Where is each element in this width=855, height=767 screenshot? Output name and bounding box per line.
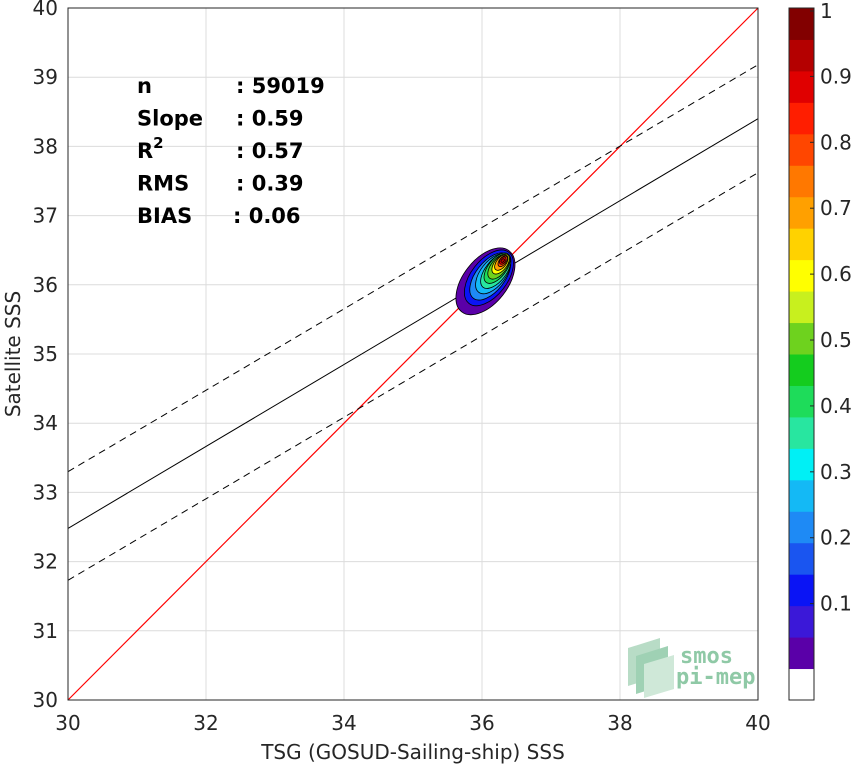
stat-label: Slope xyxy=(137,107,203,131)
colorbar-swatch xyxy=(789,668,814,701)
statistics-box: n : 59019 Slope : 0.59 R2 : 0.57 RMS : 0.39 BIAS… xyxy=(137,74,325,228)
x-tick-labels: 30 32 34 36 38 40 xyxy=(55,711,770,735)
colorbar-tick-label: 1 xyxy=(820,0,833,23)
x-axis-label: TSG (GOSUD-Sailing-ship) SSS xyxy=(260,740,565,764)
colorbar-swatch xyxy=(789,322,814,355)
colorbar-swatch xyxy=(789,416,814,449)
colorbar-swatch xyxy=(789,259,814,292)
colorbar-tick-label: 0.3 xyxy=(820,460,852,484)
y-tick-labels: 30 31 32 33 34 35 36 37 38 39 40 xyxy=(33,0,58,712)
colorbar-tick-label: 0.5 xyxy=(820,328,852,352)
regression-line xyxy=(67,118,759,529)
stat-value: : 0.59 xyxy=(236,107,304,131)
colorbar-tick-label: 0.1 xyxy=(820,592,852,616)
colorbar-swatch xyxy=(789,291,814,324)
y-tick-label: 39 xyxy=(33,65,58,89)
colorbar-swatch xyxy=(789,542,814,575)
colorbar-swatch xyxy=(789,39,814,72)
logo-waves-icon xyxy=(628,638,674,698)
logo-line1: smos xyxy=(680,644,733,669)
colorbar-swatch xyxy=(789,228,814,261)
colorbar-swatch xyxy=(789,354,814,386)
colorbar-swatch xyxy=(789,574,814,607)
confidence-envelope-line xyxy=(67,172,759,581)
y-tick-label: 31 xyxy=(33,619,58,643)
colorbar-swatch xyxy=(789,605,814,638)
stat-value: : 0.57 xyxy=(236,139,304,163)
reference-lines xyxy=(67,7,759,701)
colorbar-swatch xyxy=(789,8,814,40)
y-tick-label: 30 xyxy=(33,688,58,712)
stat-value: : 0.06 xyxy=(233,204,301,228)
x-tick-label: 38 xyxy=(607,711,632,735)
plot-frame xyxy=(67,7,759,701)
x-tick-label: 32 xyxy=(193,711,218,735)
y-tick-label: 32 xyxy=(33,550,58,574)
colorbar-swatch xyxy=(789,637,814,670)
colorbar-frame xyxy=(788,7,815,701)
colorbar-swatch xyxy=(789,448,814,481)
colorbar-tick-labels: 0.1 0.2 0.3 0.4 0.5 0.6 0.7 0.8 0.9 1 xyxy=(810,0,852,616)
stat-value: : 0.39 xyxy=(236,172,304,196)
colorbar-tick-label: 0.6 xyxy=(820,262,852,286)
one-to-one-line xyxy=(67,7,759,701)
colorbar-swatch xyxy=(789,479,814,512)
density-contour xyxy=(500,258,505,263)
colorbar-swatch xyxy=(789,511,814,544)
colorbar-tick-label: 0.9 xyxy=(820,64,852,88)
y-tick-label: 34 xyxy=(33,411,58,435)
colorbar-swatch xyxy=(789,102,814,135)
y-tick-label: 33 xyxy=(33,480,58,504)
x-tick-label: 36 xyxy=(469,711,494,735)
y-tick-label: 35 xyxy=(33,342,58,366)
colorbar-swatch xyxy=(789,165,814,198)
colorbar-swatch xyxy=(789,133,814,166)
colorbar-swatch xyxy=(789,70,814,103)
x-tick-label: 30 xyxy=(55,711,80,735)
x-tick-label: 34 xyxy=(331,711,356,735)
stat-label: n xyxy=(137,74,152,98)
logo-line2: pi-mep xyxy=(676,665,755,690)
colorbar-tick-label: 0.8 xyxy=(820,130,852,154)
y-tick-label: 37 xyxy=(33,204,58,228)
y-tick-label: 40 xyxy=(33,0,58,20)
colorbar xyxy=(788,7,815,701)
colorbar-tick-label: 0.2 xyxy=(820,526,852,550)
x-tick-label: 40 xyxy=(745,711,770,735)
colorbar-swatch xyxy=(789,385,814,418)
y-tick-label: 36 xyxy=(33,273,58,297)
stat-superscript: 2 xyxy=(153,134,163,152)
smos-pimep-logo: smos pi-mep xyxy=(628,638,755,698)
stat-label: BIAS xyxy=(137,204,192,228)
density-contours xyxy=(455,247,516,316)
y-axis-label: Satellite SSS xyxy=(1,291,25,417)
stat-label: R2 xyxy=(137,134,164,163)
y-tick-label: 38 xyxy=(33,134,58,158)
stat-label: RMS xyxy=(137,172,189,196)
grid-lines xyxy=(67,7,759,701)
confidence-envelope-line xyxy=(67,64,759,473)
stat-value: : 59019 xyxy=(236,74,325,98)
colorbar-swatch xyxy=(789,196,814,229)
colorbar-tick-label: 0.7 xyxy=(820,196,852,220)
colorbar-tick-label: 0.4 xyxy=(820,394,852,418)
